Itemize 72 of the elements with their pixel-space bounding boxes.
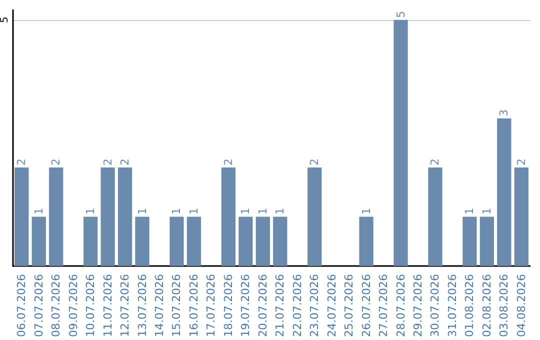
x-tick-label: 02.08.2026 (480, 274, 494, 338)
data-label: 1 (32, 208, 46, 215)
data-label: 1 (170, 208, 184, 215)
x-tick-label: 07.07.2026 (32, 274, 46, 338)
x-tick-label: 28.07.2026 (394, 274, 408, 338)
x-tick-label: 18.07.2026 (222, 274, 235, 338)
bar (273, 216, 288, 266)
x-tick-label: 20.07.2026 (256, 274, 270, 338)
bar (49, 168, 64, 266)
data-label: 1 (256, 208, 270, 215)
bar (32, 216, 46, 266)
bar (170, 216, 184, 266)
bar (14, 168, 29, 266)
x-tick-label: 06.07.2026 (15, 274, 28, 338)
x-tick-label: 25.07.2026 (342, 274, 356, 338)
x-tick-label: 09.07.2026 (66, 274, 80, 338)
data-label: 1 (463, 208, 476, 215)
x-tick-label: 30.07.2026 (428, 274, 442, 338)
x-tick-label: 24.07.2026 (325, 274, 338, 338)
data-label: 2 (514, 158, 528, 166)
x-tick-label: 11.07.2026 (101, 274, 114, 338)
x-tick-label: 12.07.2026 (118, 274, 132, 338)
x-tick-label: 14.07.2026 (152, 274, 166, 338)
data-label: 1 (187, 208, 200, 215)
data-label: 1 (480, 208, 494, 215)
x-tick-label: 16.07.2026 (187, 274, 200, 338)
bar (497, 118, 512, 266)
x-tick-label: 13.07.2026 (136, 274, 149, 338)
data-label: 2 (222, 158, 235, 166)
data-label: 2 (308, 158, 322, 166)
x-tick-label: 29.07.2026 (411, 274, 424, 338)
data-label: 1 (84, 208, 98, 215)
x-tick-label: 23.07.2026 (308, 274, 322, 338)
bar (480, 216, 494, 266)
x-tick-label: 10.07.2026 (84, 274, 98, 338)
bar (186, 216, 202, 266)
x-tick-label: 27.07.2026 (377, 274, 390, 338)
data-label: 2 (118, 158, 132, 166)
x-tick-label: 26.07.2026 (360, 274, 373, 338)
x-tick-label: 03.08.2026 (498, 274, 511, 338)
bar (394, 20, 408, 266)
bar (100, 168, 115, 266)
x-tick-label: 19.07.2026 (239, 274, 252, 338)
bar (428, 168, 442, 266)
x-tick-label: 01.08.2026 (463, 274, 476, 338)
data-label: 2 (428, 158, 442, 166)
x-tick-label: 15.07.2026 (170, 274, 184, 338)
data-label: 1 (239, 208, 252, 215)
bar (514, 168, 528, 266)
data-label: 1 (136, 208, 149, 215)
x-tick-label: 21.07.2026 (274, 274, 287, 338)
bar (238, 216, 253, 266)
x-tick-label: 08.07.2026 (50, 274, 63, 338)
data-label: 1 (274, 208, 287, 215)
data-label: 5 (394, 10, 408, 18)
x-tick-label: 17.07.2026 (204, 274, 218, 338)
bar (462, 216, 477, 266)
data-label: 2 (50, 158, 63, 166)
x-tick-label: 22.07.2026 (290, 274, 304, 338)
data-label: 2 (15, 158, 28, 166)
bar (221, 168, 236, 266)
bar (308, 168, 322, 266)
bar (359, 216, 374, 266)
data-label: 2 (101, 158, 114, 166)
data-label: 3 (498, 109, 511, 116)
bar (135, 216, 150, 266)
x-tick-label: 31.07.2026 (446, 274, 459, 338)
data-label: 1 (360, 208, 373, 215)
bar (118, 168, 132, 266)
x-tick-label: 04.08.2026 (514, 274, 528, 338)
bar (83, 216, 98, 266)
bar (256, 216, 270, 266)
